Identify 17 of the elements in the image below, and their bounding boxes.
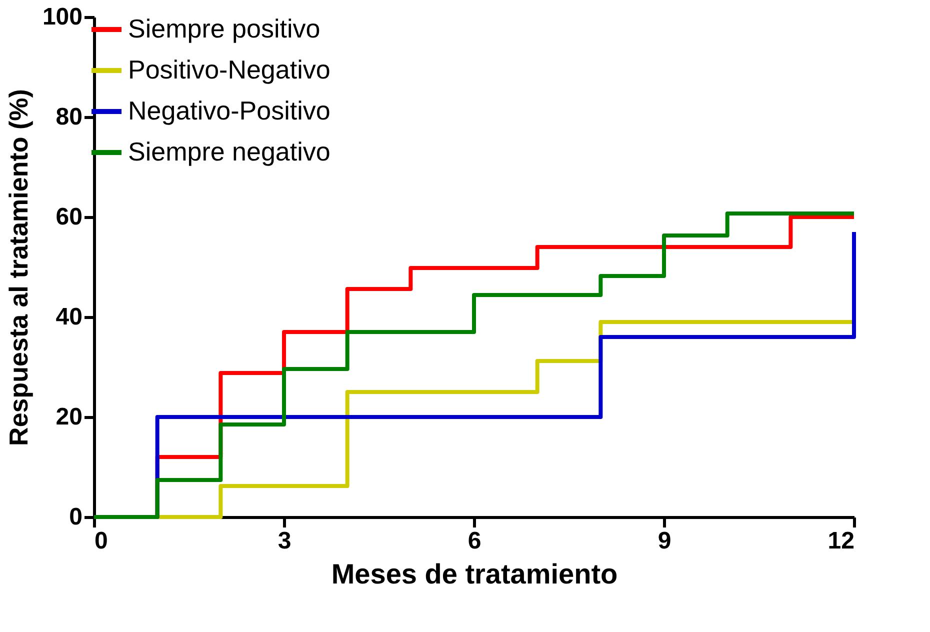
y-tick-label: 0 [69,504,82,530]
x-tick-label: 3 [278,528,292,554]
y-tick-label: 80 [56,104,82,130]
y-axis-title: Respuesta al tratamiento (%) [3,89,34,446]
legend-label: Negativo-Positivo [128,96,330,126]
x-tick-label: 6 [468,528,482,554]
y-tick-label: 20 [56,404,82,430]
y-tick-label: 60 [56,204,82,230]
x-axis-title: Meses de tratamiento [331,558,618,590]
legend-label: Siempre negativo [128,136,330,166]
legend-label: Positivo-Negativo [128,54,330,84]
y-tick-label: 100 [42,4,82,30]
x-tick-label: 0 [94,528,108,554]
legend-label: Siempre positivo [128,14,320,44]
y-tick-label: 40 [56,304,82,330]
x-tick-label: 12 [828,528,854,554]
x-tick-label: 9 [658,528,672,554]
